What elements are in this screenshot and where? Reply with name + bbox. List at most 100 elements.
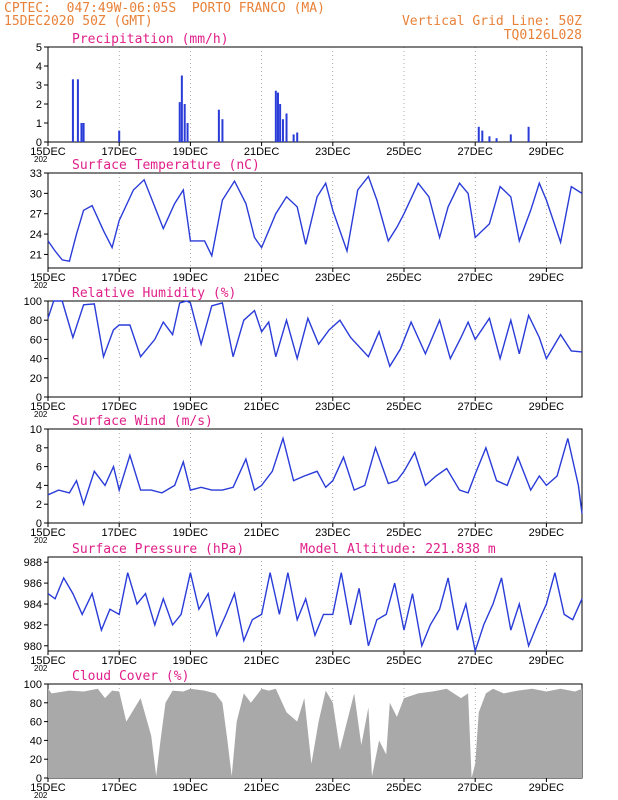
pressure-xtick-label: 21DEC [244,655,280,667]
pressure-xtick-label: 27DEC [457,655,493,667]
pressure-xtick-label: 23DEC [315,655,351,667]
humidity-xtick-label: 15DEC [30,401,66,413]
cloud-cover-xtick-label: 29DEC [529,782,565,794]
precipitation-bar [71,79,74,142]
temperature-xtick-label: 15DEC [30,272,66,284]
precipitation-bar [279,104,282,142]
precipitation-bar [281,119,284,142]
temperature-title: Surface Temperature (nC) [72,158,260,173]
precipitation-xtick-label: 29DEC [529,146,565,158]
temperature-ytick-label: 21 [30,249,42,261]
temperature-xtick-label: 25DEC [386,272,422,284]
precipitation-bar [217,109,220,142]
precipitation-xtick-label: 15DEC [30,146,66,158]
header-model-id: TQ0126L028 [503,28,582,43]
wind-frame [47,428,583,524]
humidity-title: Relative Humidity (%) [72,286,236,301]
precipitation-bar [285,113,288,142]
humidity-xtick-label: 19DEC [173,401,209,413]
precipitation-ytick-label: 2 [36,99,42,111]
temperature-line [47,174,583,263]
pressure-ytick-label: 982 [24,620,42,632]
temperature-xtick-label: 21DEC [244,272,280,284]
pressure-line [47,572,583,654]
precipitation-bar [481,130,484,142]
precipitation-xtick-label: 17DEC [101,146,137,158]
humidity-ytick-label: 20 [30,373,42,385]
wind-ytick-label: 6 [36,462,42,474]
humidity-ytick-label: 60 [30,334,42,346]
precipitation-bar [76,79,79,142]
precipitation-xtick-label: 27DEC [457,146,493,158]
cloud-cover-ytick-label: 0 [36,773,42,785]
pressure-ytick-label: 980 [24,641,42,653]
temperature-xtick-label: 19DEC [173,272,209,284]
cloud-cover-area [48,688,582,778]
humidity-line [47,300,583,368]
wind-line [47,435,583,514]
temperature-xtick-year: 202 [34,281,48,290]
humidity-ytick-label: 100 [24,296,42,308]
wind-title: Surface Wind (m/s) [72,414,213,429]
cloud-cover-xtick-year: 202 [34,791,48,800]
cloud-cover-xtick-label: 19DEC [173,782,209,794]
precipitation-bar [186,123,189,142]
pressure-xtick-label: 17DEC [101,655,137,667]
precipitation-bar [82,123,85,142]
precipitation-bar [178,102,181,142]
humidity-xtick-label: 29DEC [529,401,565,413]
precipitation-bar [183,104,186,142]
temperature-xtick-label: 23DEC [315,272,351,284]
precipitation-xtick-label: 19DEC [173,146,209,158]
wind-ytick-label: 0 [36,518,42,530]
cloud-cover-xtick-label: 23DEC [315,782,351,794]
pressure-xtick-year: 202 [34,664,48,673]
precipitation-bar [477,126,480,142]
humidity-xtick-label: 27DEC [457,401,493,413]
cloud-cover-xtick-label: 27DEC [457,782,493,794]
precipitation-xtick-label: 21DEC [244,146,280,158]
precipitation-xtick-label: 23DEC [315,146,351,158]
precipitation-bar [296,132,299,142]
pressure-xtick-label: 19DEC [173,655,209,667]
humidity-xtick-year: 202 [34,410,48,419]
precipitation-bar [527,126,530,142]
pressure-title: Surface Pressure (hPa) [72,542,244,557]
wind-xtick-label: 25DEC [386,527,422,539]
wind-xtick-label: 23DEC [315,527,351,539]
wind-xtick-label: 15DEC [30,527,66,539]
precipitation-xtick-year: 202 [34,155,48,164]
cloud-cover-xtick-label: 25DEC [386,782,422,794]
cloud-cover-ytick-label: 60 [30,717,42,729]
precipitation-bar [509,134,512,142]
wind-xtick-label: 21DEC [244,527,280,539]
precipitation-ytick-label: 5 [36,42,42,54]
cloud-cover-title: Cloud Cover (%) [72,669,189,684]
temperature-xtick-label: 27DEC [457,272,493,284]
wind-xtick-label: 29DEC [529,527,565,539]
wind-xtick-label: 19DEC [173,527,209,539]
cloud-cover-ytick-label: 20 [30,754,42,766]
precipitation-bar [276,92,279,142]
humidity-xtick-label: 25DEC [386,401,422,413]
precipitation-bar [488,136,491,142]
precipitation-bar [221,119,224,142]
precipitation-xtick-label: 25DEC [386,146,422,158]
temperature-xtick-label: 29DEC [529,272,565,284]
precipitation-bar [274,90,277,142]
cloud-cover-xtick-label: 17DEC [101,782,137,794]
precipitation-bar [80,123,83,142]
humidity-frame [47,300,583,398]
wind-xtick-label: 17DEC [101,527,137,539]
temperature-ytick-label: 30 [30,188,42,200]
precipitation-title: Precipitation (mm/h) [72,32,229,47]
precipitation-ytick-label: 0 [36,137,42,149]
precipitation-ytick-label: 4 [36,61,42,73]
precipitation-frame [47,46,583,143]
precipitation-ytick-label: 3 [36,80,42,92]
humidity-xtick-label: 23DEC [315,401,351,413]
cloud-cover-ytick-label: 40 [30,735,42,747]
pressure-xtick-label: 25DEC [386,655,422,667]
precipitation-ytick-label: 1 [36,118,42,130]
